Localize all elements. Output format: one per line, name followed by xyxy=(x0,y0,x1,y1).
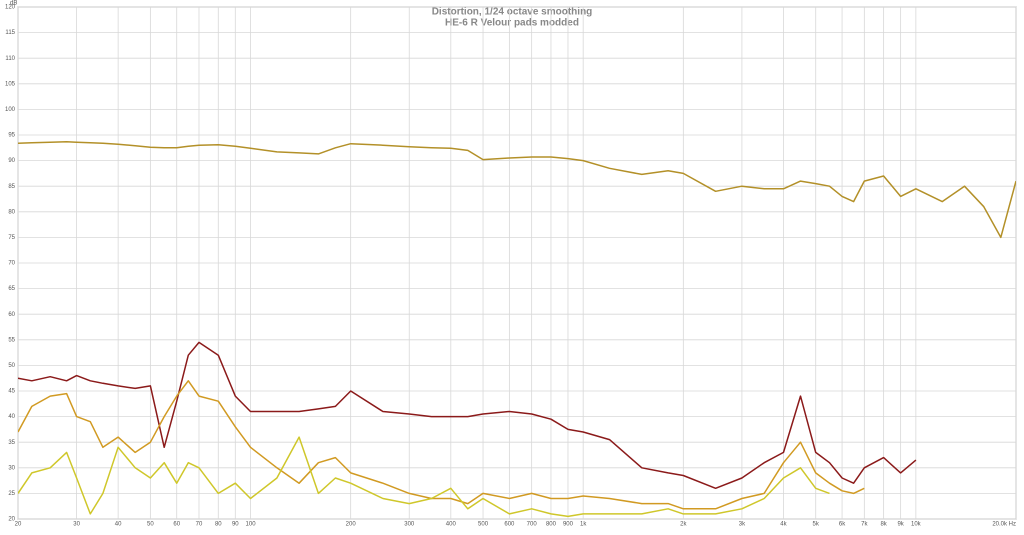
x-tick-label: 80 xyxy=(215,522,222,528)
x-tick-label: 500 xyxy=(478,522,489,528)
y-tick-label: 120 xyxy=(5,5,16,11)
plot-lines xyxy=(18,140,1016,518)
x-tick-label: 5k xyxy=(813,522,820,528)
y-tick-label: 20 xyxy=(8,517,15,523)
x-tick-label: 7k xyxy=(861,522,868,528)
y-tick-label: 90 xyxy=(8,158,15,164)
x-tick-label: 20 xyxy=(15,522,22,528)
x-tick-label: 20.0k Hz xyxy=(992,522,1016,528)
line-series xyxy=(18,380,865,510)
chart-title: Distortion, 1/24 octave smoothing xyxy=(432,7,593,18)
x-tick-label: 90 xyxy=(232,522,239,528)
x-tick-label: 70 xyxy=(196,522,203,528)
x-tick-label: 1k xyxy=(580,522,587,528)
y-tick-label: 80 xyxy=(8,209,15,215)
y-tick-label: 75 xyxy=(8,235,15,241)
y-tick-label: 30 xyxy=(8,465,15,471)
y-tick-label: 45 xyxy=(8,389,15,395)
x-tick-label: 600 xyxy=(504,522,515,528)
y-tick-label: 105 xyxy=(5,81,16,87)
x-tick-label: 800 xyxy=(546,522,557,528)
x-tick-label: 8k xyxy=(880,522,887,528)
x-tick-label: 200 xyxy=(346,522,357,528)
x-tick-label: 900 xyxy=(563,522,574,528)
y-axis-label: dB xyxy=(10,1,17,7)
chart-subtitle: HE-6 R Velour pads modded xyxy=(445,18,579,29)
y-tick-label: 55 xyxy=(8,337,15,343)
x-tick-label: 700 xyxy=(527,522,538,528)
y-tick-label: 35 xyxy=(8,440,15,446)
y-tick-label: 85 xyxy=(8,184,15,190)
x-tick-label: 6k xyxy=(839,522,846,528)
x-tick-label: 50 xyxy=(147,522,154,528)
x-tick-label: 4k xyxy=(780,522,787,528)
x-tick-label: 400 xyxy=(446,522,457,528)
y-tick-label: 70 xyxy=(8,261,15,267)
x-tick-label: 2k xyxy=(680,522,687,528)
y-tick-label: 60 xyxy=(8,312,15,318)
x-tick-label: 40 xyxy=(115,522,122,528)
line-series xyxy=(18,436,830,518)
x-tick-label: 3k xyxy=(739,522,746,528)
y-tick-label: 100 xyxy=(5,107,16,113)
y-tick-label: 115 xyxy=(5,30,15,36)
x-tick-label: 300 xyxy=(404,522,415,528)
y-tick-label: 95 xyxy=(8,133,15,139)
y-tick-label: 110 xyxy=(5,56,15,62)
y-tick-label: 40 xyxy=(8,414,15,420)
line-series xyxy=(18,140,1016,239)
y-tick-label: 65 xyxy=(8,286,15,292)
x-tick-label: 30 xyxy=(73,522,80,528)
x-tick-label: 10k xyxy=(911,522,922,528)
y-tick-label: 50 xyxy=(8,363,15,369)
line-series xyxy=(18,341,917,490)
x-tick-label: 9k xyxy=(897,522,904,528)
x-tick-label: 60 xyxy=(173,522,180,528)
x-tick-label: 100 xyxy=(246,522,257,528)
y-tick-label: 25 xyxy=(8,491,15,497)
